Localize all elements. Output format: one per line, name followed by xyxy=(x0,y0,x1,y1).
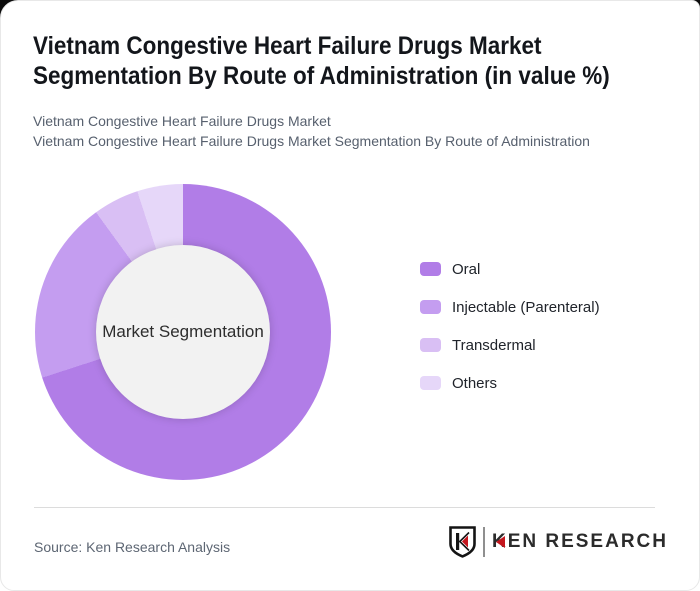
brand-text: KEN RESEARCH xyxy=(491,531,668,552)
legend-swatch xyxy=(420,376,441,390)
donut-chart: Market Segmentation xyxy=(35,184,331,480)
subtitle-line1: Vietnam Congestive Heart Failure Drugs M… xyxy=(33,113,331,129)
legend-label: Injectable (Parenteral) xyxy=(452,298,600,316)
page-title-line1: Vietnam Congestive Heart Failure Drugs M… xyxy=(33,32,542,60)
legend-swatch xyxy=(420,300,441,314)
legend-swatch xyxy=(420,338,441,352)
page-title-line2: Segmentation By Route of Administration … xyxy=(33,62,610,90)
legend-item-transdermal: Transdermal xyxy=(420,336,600,354)
legend-label: Oral xyxy=(452,260,481,278)
donut-hole: Market Segmentation xyxy=(96,245,270,419)
legend-label: Others xyxy=(452,374,498,392)
subtitle-line2: Vietnam Congestive Heart Failure Drugs M… xyxy=(33,132,590,149)
source-text: Source: Ken Research Analysis xyxy=(34,539,231,555)
donut-center-label: Market Segmentation xyxy=(102,322,264,341)
ken-shield-icon xyxy=(449,526,476,558)
page-subtitle: Vietnam Congestive Heart Failure Drugs M… xyxy=(33,112,590,151)
legend-item-others: Others xyxy=(420,374,600,392)
page-title: Vietnam Congestive Heart Failure Drugs M… xyxy=(33,31,610,91)
legend-swatch xyxy=(420,262,441,276)
logo-separator xyxy=(482,527,485,557)
brand-wordmark: KEN RESEARCH xyxy=(492,531,668,553)
ken-research-logo: KEN RESEARCH xyxy=(449,526,668,558)
footer-divider xyxy=(34,507,655,508)
legend-item-injectable: Injectable (Parenteral) xyxy=(420,298,600,316)
legend-item-oral: Oral xyxy=(420,260,600,278)
legend-label: Transdermal xyxy=(452,336,536,354)
chart-legend: Oral Injectable (Parenteral) Transdermal… xyxy=(420,260,600,414)
logo-red-accent xyxy=(495,535,505,548)
